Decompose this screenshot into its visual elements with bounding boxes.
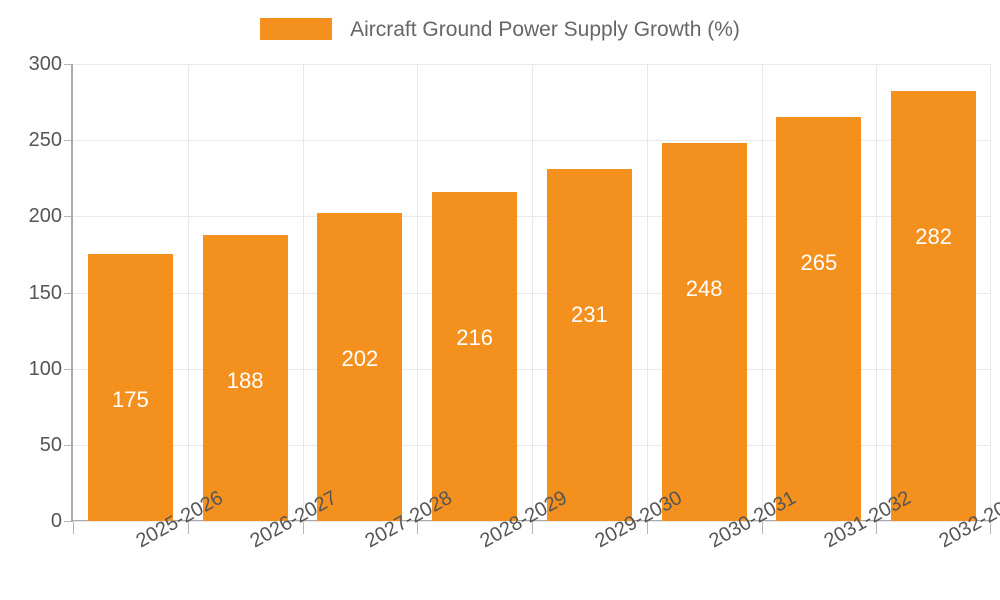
y-tick-mark [64,368,73,370]
x-gridline [188,64,189,521]
bar-value-label: 216 [456,324,493,350]
bar[interactable] [317,213,403,521]
x-gridline [647,64,648,521]
bar-value-label: 248 [685,276,723,302]
x-category-label: 2032-2033 [935,487,1000,553]
y-tick-mark [64,444,73,446]
x-tick-mark [188,522,189,534]
bar-value-label: 231 [571,302,608,328]
x-gridline [303,64,304,521]
y-tick-label: 50 [39,433,62,456]
y-gridline [73,521,991,522]
y-tick-mark [64,521,73,522]
y-tick-mark [64,292,73,294]
y-tick-label: 150 [28,281,62,304]
x-category-label: 2029-2030 [591,486,686,553]
x-gridline-right-edge [990,64,991,521]
y-tick-label-wrap: 200 [0,206,62,226]
x-gridline [762,64,763,521]
y-tick-mark [64,64,73,65]
bar-value-label: 188 [226,367,264,393]
x-tick-mark [532,522,533,534]
bar[interactable] [87,254,173,521]
plot-area: 175 188 202 216 231 248 265 282 [73,64,991,522]
y-tick-label: 100 [28,357,62,380]
bar[interactable] [546,169,632,521]
x-tick-mark [417,522,418,534]
y-tick-label: 300 [28,53,62,75]
bar[interactable] [776,117,862,521]
x-category-label: 2028-2029 [476,486,571,553]
x-tick-mark [762,522,763,534]
bar-value-label: 265 [800,250,838,276]
y-tick-label: 250 [28,129,62,152]
bar-value-label: 202 [341,346,379,372]
y-tick-label: 200 [28,205,62,228]
x-tick-mark [990,522,991,534]
x-category-label: 2026-2027 [246,486,342,553]
y-tick-label-wrap: 300 [0,54,62,74]
legend-series-label: Aircraft Ground Power Supply Growth (%) [350,17,740,41]
x-category-label: 2031-2032 [820,486,916,553]
x-tick-mark [73,522,74,534]
bar[interactable] [202,234,288,521]
y-tick-label-wrap: 0 [0,511,62,531]
x-tick-mark [876,522,877,534]
y-tick-mark [64,216,73,218]
y-tick-label-wrap: 150 [0,283,62,303]
y-tick-label-wrap: 250 [0,130,62,150]
x-category-label: 2030-2031 [705,486,801,553]
bar-value-label: 282 [915,224,952,250]
x-gridline [532,64,533,521]
y-tick-label-wrap: 100 [0,359,62,379]
bar[interactable] [432,191,518,521]
x-tick-mark [303,522,304,534]
y-tick-mark [64,140,73,142]
x-gridline [417,64,418,521]
x-tick-mark [647,522,648,534]
x-category-label: 2025-2026 [132,486,227,553]
y-tick-label: 0 [50,510,62,532]
x-category-label: 2027-2028 [361,486,457,553]
bar[interactable] [891,91,977,521]
y-tick-label-wrap: 50 [0,435,62,455]
y-axis-line [71,64,73,522]
bar[interactable] [661,143,747,521]
x-gridline [876,64,877,521]
legend-color-swatch [260,18,333,40]
bar-value-label: 175 [112,387,149,413]
chart-legend: Aircraft Ground Power Supply Growth (%) [0,0,1000,58]
